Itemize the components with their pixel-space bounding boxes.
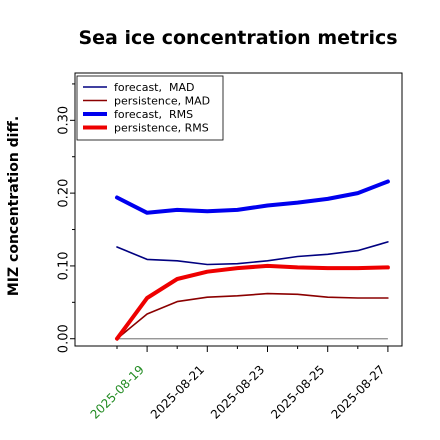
- y-tick-label: 0.10: [57, 251, 72, 280]
- y-tick-label: 0.20: [57, 179, 72, 208]
- legend-label: forecast, RMS: [114, 108, 193, 121]
- plot-frame: [74, 72, 403, 347]
- y-axis-label: MIZ concentration diff.: [6, 116, 22, 296]
- series-line-3: [115, 263, 390, 341]
- x-tick-label: 2025-08-19: [88, 363, 147, 422]
- legend-label: persistence, MAD: [114, 94, 210, 107]
- x-axis: 2025-08-19 2025-08-21 2025-08-23 2025-08-25…: [88, 346, 389, 422]
- x-tick-label: 2025-08-25: [268, 363, 327, 422]
- y-tick-label: 0.00: [57, 324, 72, 353]
- x-tick-label: 2025-08-23: [208, 363, 267, 422]
- x-tick-label: 2025-08-27: [328, 363, 387, 422]
- series-layer: [115, 179, 390, 341]
- legend-label: forecast, MAD: [114, 81, 194, 94]
- series-line-2: [115, 179, 390, 215]
- y-axis: 0.00 0.10 0.20 0.30: [57, 83, 75, 353]
- chart-title: Sea ice concentration metrics: [78, 27, 397, 49]
- y-tick-label: 0.30: [57, 106, 72, 135]
- series-line-0: [116, 241, 389, 266]
- x-tick-label: 2025-08-21: [148, 363, 207, 422]
- legend-label: persistence, RMS: [114, 121, 209, 134]
- series-line-1: [116, 292, 389, 340]
